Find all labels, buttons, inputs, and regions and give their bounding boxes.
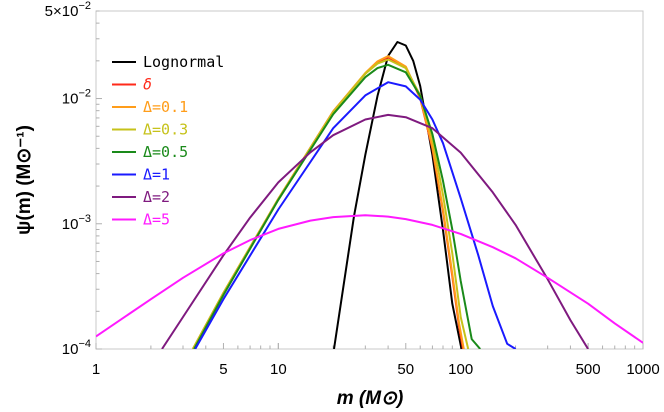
y-axis-title: ψ(m) (M⊙⁻¹) xyxy=(14,125,35,235)
legend-label: Δ=5 xyxy=(143,211,170,229)
plot-frame xyxy=(95,10,644,350)
x-tick-label: 1 xyxy=(92,361,100,378)
x-tick-labels: 1 5 10 50 100 500 1000 xyxy=(92,361,660,378)
series-line xyxy=(161,113,589,349)
y-tick-labels: 10−4 10−3 10−2 5×10−2 xyxy=(45,0,91,358)
series-line xyxy=(96,214,643,344)
series-line xyxy=(333,41,463,349)
series-lines xyxy=(96,41,643,349)
x-tick-label: 5 xyxy=(219,361,227,378)
legend-label: Δ=0.1 xyxy=(143,98,188,116)
series-line xyxy=(194,81,517,349)
legend-label: Δ=1 xyxy=(143,166,170,184)
legend-label: Δ=0.5 xyxy=(143,143,188,161)
series-line xyxy=(192,58,470,349)
x-axis-title: m (M⊙) xyxy=(337,388,404,409)
legend: Lognormal δ Δ=0.1 Δ=0.3 Δ=0.5 Δ=1 Δ=2 Δ=5 xyxy=(112,53,224,229)
legend-label: Δ=0.3 xyxy=(143,121,188,139)
x-tick-label: 10 xyxy=(270,361,287,378)
legend-label: δ xyxy=(143,76,152,94)
series-line xyxy=(193,63,481,349)
y-tick-label: 10−3 xyxy=(62,213,91,233)
x-tick-label: 500 xyxy=(576,361,601,378)
legend-label: Δ=2 xyxy=(143,188,170,206)
x-tick-label: 100 xyxy=(448,361,473,378)
y-tick-label: 5×10−2 xyxy=(45,0,91,20)
x-tick-label: 50 xyxy=(397,361,414,378)
legend-label: Lognormal xyxy=(143,53,224,71)
y-tick-label: 10−4 xyxy=(62,338,91,358)
x-tick-label: 1000 xyxy=(626,361,659,378)
y-tick-label: 10−2 xyxy=(62,88,91,108)
